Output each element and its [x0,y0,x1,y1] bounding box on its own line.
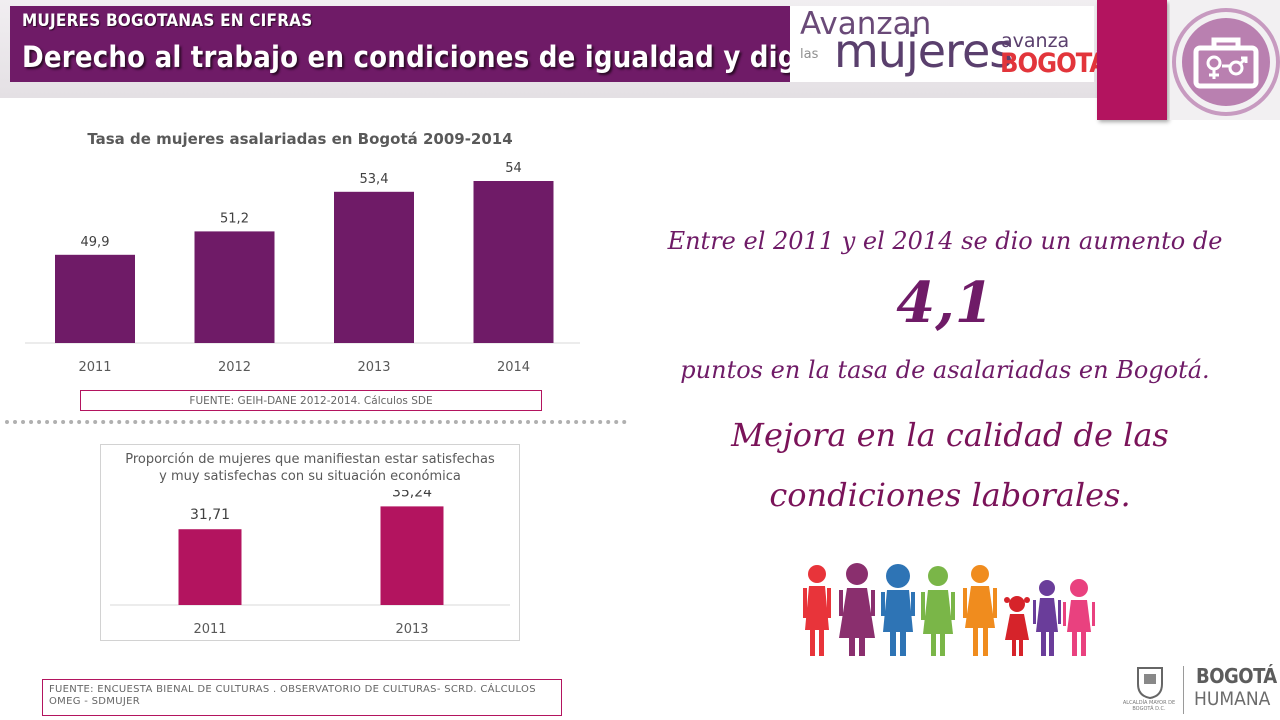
logo-mujeres-text: mujeres [834,24,1013,78]
data-label-2012: 51,2 [220,211,249,226]
stat-after-text: puntos en la tasa de asalariadas en Bogo… [680,356,1210,384]
girl-figure-red [1004,596,1030,656]
chart1-title: Tasa de mujeres asalariadas en Bogotá 20… [87,130,513,148]
bar-2012 [194,231,275,343]
alcaldia-text: ALCALDÍA MAYOR DE BOGOTÁ D.C. [1122,700,1176,712]
logo-avanza-text: avanza [1001,30,1070,52]
data-label-2011: 31,71 [190,507,230,523]
logo-las-text: las [800,47,819,62]
chart2-title: Proporción de mujeres que manifiestan es… [125,452,495,484]
women-figures-illustration [803,563,1095,656]
chart1-salaried-women: 49,9 2011 51,2 2012 53,4 2013 54 2014 [25,161,580,375]
woman-figure-purple [839,563,875,656]
gender-icon-panel [1170,0,1280,120]
chart2-satisfaction: 31,71 2011 35,24 2013 [110,490,510,637]
footer-humana-text: HUMANA [1194,688,1271,710]
stat-before-text: Entre el 2011 y el 2014 se dio un aument… [667,227,1223,255]
category-label-2013: 2013 [395,622,428,637]
category-label-2013: 2013 [357,360,390,375]
category-label-2011: 2011 [193,622,226,637]
data-label-2013: 35,24 [392,490,432,500]
footer-divider [1183,666,1184,714]
stat-statement: Entre el 2011 y el 2014 se dio un aument… [625,210,1265,401]
category-label-2014: 2014 [497,360,530,375]
footer-bogota-text: BOGOTÁ [1196,664,1277,688]
data-label-2014: 54 [505,161,522,176]
woman-figure-orange [963,565,997,656]
bar-2011 [55,254,135,343]
bar-2011 [178,529,242,605]
bogota-coat-of-arms-icon [1137,667,1163,700]
avanzan-logo [790,6,1094,82]
bar-2013 [334,191,414,343]
bar-2013 [380,506,444,605]
logo-avanzan-text: Avanzan [800,6,932,42]
bar-2014 [473,181,554,343]
stat-number: 4,1 [896,270,994,336]
header-subtitle: MUJERES BOGOTANAS EN CIFRAS [22,11,313,31]
female-male-briefcase-icon [1172,8,1280,116]
woman-figure-violet [1033,580,1061,656]
pink-tab-decoration [1097,0,1167,120]
woman-figure-green [921,566,955,656]
category-label-2011: 2011 [78,360,111,375]
data-label-2011: 49,9 [81,235,110,250]
logo-bogota-text: BOGOTÁ [1000,48,1108,79]
quality-heading: Mejora en la calidad de las condiciones … [731,416,1169,514]
chart1-source: FUENTE: GEIH-DANE 2012-2014. Cálculos SD… [80,390,542,411]
page-title: Derecho al trabajo en condiciones de igu… [22,40,881,74]
woman-figure-blue [881,564,915,656]
category-label-2012: 2012 [218,360,251,375]
chart2-frame [100,444,520,641]
woman-figure-red [803,565,831,656]
data-label-2013: 53,4 [360,172,389,187]
title-bar [10,6,790,82]
dotted-divider [5,420,627,424]
woman-figure-pink [1063,579,1095,656]
chart2-source: FUENTE: ENCUESTA BIENAL DE CULTURAS . OB… [42,679,562,716]
